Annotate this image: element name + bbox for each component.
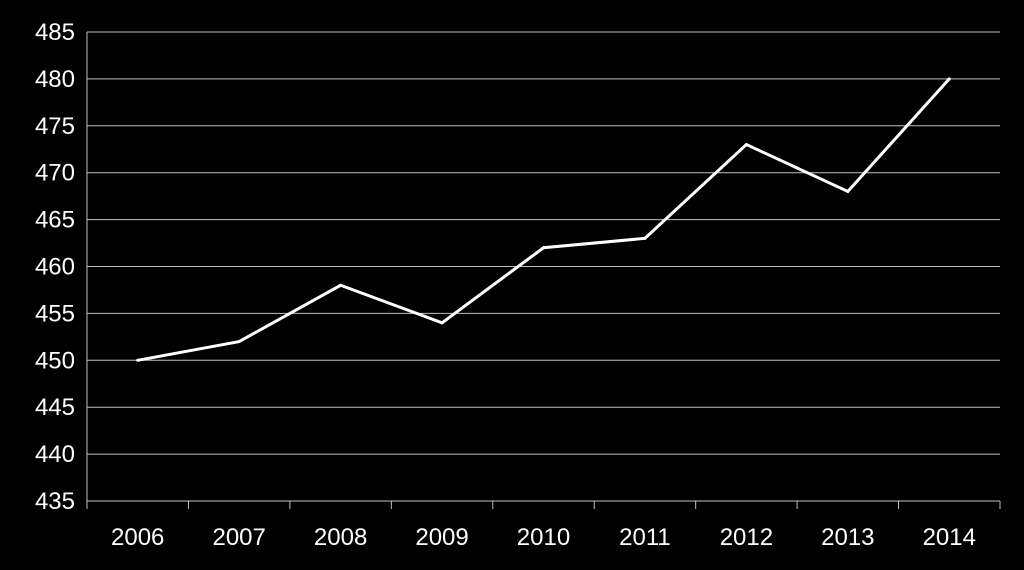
y-tick-label: 435 bbox=[35, 488, 75, 515]
data-point-2006 bbox=[136, 358, 140, 362]
series-lines bbox=[136, 77, 951, 362]
x-tick-label: 2009 bbox=[415, 524, 468, 551]
y-tick-label: 460 bbox=[35, 254, 75, 281]
data-point-2011 bbox=[643, 236, 647, 240]
data-point-2007 bbox=[237, 340, 241, 344]
x-tick-label: 2011 bbox=[619, 524, 671, 551]
y-tick-label: 470 bbox=[35, 160, 75, 187]
data-point-2012 bbox=[744, 143, 748, 147]
y-axis-tick-labels: 435 440 445 450 455 460 465 470 475 480 485 bbox=[35, 19, 75, 515]
x-tick-label: 2012 bbox=[720, 524, 773, 551]
gridlines bbox=[87, 31, 1000, 455]
x-tick-label: 2010 bbox=[517, 524, 570, 551]
y-tick-label: 445 bbox=[35, 394, 75, 421]
y-tick-label: 475 bbox=[35, 113, 75, 140]
data-point-2013 bbox=[846, 189, 850, 193]
x-tick-label: 2014 bbox=[923, 524, 976, 551]
data-point-2008 bbox=[339, 283, 343, 287]
data-point-2014 bbox=[947, 77, 951, 81]
x-tick-label: 2006 bbox=[111, 524, 164, 551]
data-point-2009 bbox=[440, 321, 444, 325]
data-point-2010 bbox=[542, 246, 545, 250]
y-tick-label: 485 bbox=[35, 19, 75, 46]
y-tick-label: 465 bbox=[35, 207, 75, 234]
x-tick-label: 2007 bbox=[212, 524, 265, 551]
y-tick-label: 450 bbox=[35, 347, 75, 374]
x-tick-label: 2013 bbox=[821, 524, 874, 551]
y-tick-label: 455 bbox=[35, 300, 75, 327]
y-tick-label: 440 bbox=[35, 441, 75, 468]
axes bbox=[86, 32, 1001, 509]
x-axis-tick-labels: 2006 2007 2008 2009 2010 2011 2012 2013 2014 bbox=[111, 524, 976, 551]
x-tick-label: 2008 bbox=[314, 524, 367, 551]
y-tick-label: 480 bbox=[35, 66, 75, 93]
